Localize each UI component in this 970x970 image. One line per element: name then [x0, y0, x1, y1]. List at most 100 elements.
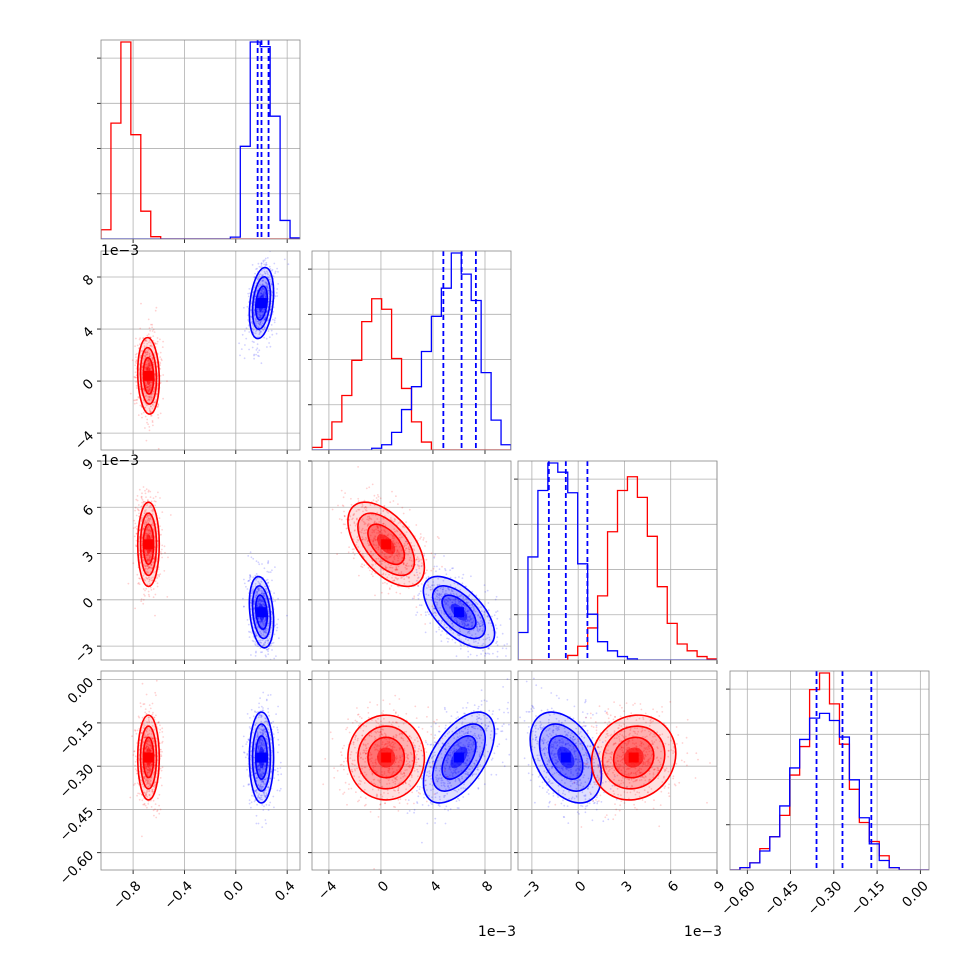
- sample-point: [505, 655, 507, 657]
- sample-point: [147, 529, 150, 531]
- sample-point: [247, 783, 250, 785]
- sample-point: [271, 268, 274, 271]
- sample-point: [342, 523, 345, 526]
- sample-point: [263, 308, 266, 310]
- sample-point: [255, 635, 258, 637]
- sample-point: [483, 614, 485, 616]
- sample-point: [269, 274, 271, 277]
- sample-point: [264, 764, 267, 766]
- sample-point: [277, 751, 279, 754]
- sample-point: [469, 653, 472, 656]
- sample-point: [287, 263, 290, 266]
- sample-point: [151, 356, 154, 359]
- sample-point: [255, 814, 258, 817]
- sample-point: [468, 594, 471, 596]
- sample-point: [151, 510, 154, 513]
- sample-point: [164, 551, 166, 554]
- sample-point: [393, 518, 396, 520]
- sample-point: [395, 545, 398, 548]
- sample-point: [263, 318, 266, 321]
- sample-point: [248, 348, 251, 351]
- sample-point: [376, 526, 379, 529]
- sample-point: [262, 809, 265, 811]
- sample-point: [372, 513, 374, 516]
- sample-point: [147, 333, 150, 336]
- sample-point: [147, 499, 149, 502]
- sample-point: [264, 796, 267, 798]
- sample-point: [141, 505, 144, 508]
- sample-point: [276, 726, 279, 729]
- sample-point: [144, 565, 147, 568]
- sample-point: [147, 348, 150, 351]
- sample-point: [442, 588, 444, 591]
- sample-point: [148, 365, 151, 367]
- sample-point: [255, 318, 257, 321]
- sample-point: [459, 630, 461, 633]
- sample-point: [396, 555, 399, 558]
- sample-point: [383, 555, 386, 558]
- sample-point: [256, 735, 259, 737]
- sample-point: [262, 772, 265, 775]
- sample-point: [263, 630, 266, 633]
- sample-point: [261, 639, 264, 641]
- sample-point: [147, 517, 150, 520]
- sample-point: [438, 596, 440, 599]
- sample-point: [253, 607, 255, 610]
- sample-point: [458, 637, 461, 640]
- sample-point: [466, 602, 469, 605]
- sample-point: [458, 628, 461, 630]
- sample-point: [512, 650, 514, 652]
- sample-point: [267, 289, 269, 292]
- sample-point: [270, 722, 273, 724]
- sample-point: [265, 639, 267, 642]
- sample-point: [162, 736, 165, 738]
- sample-point: [429, 586, 432, 589]
- sample-point: [402, 525, 405, 527]
- sample-point: [261, 289, 263, 292]
- sample-point: [358, 574, 360, 577]
- sample-point: [377, 525, 379, 528]
- sample-point: [384, 581, 386, 584]
- sample-point: [250, 595, 253, 597]
- sample-point: [395, 569, 397, 572]
- sample-point: [447, 597, 450, 600]
- sample-point: [428, 613, 430, 616]
- sample-point: [148, 532, 151, 534]
- sample-point: [368, 515, 371, 518]
- sample-point: [259, 321, 262, 324]
- sample-point: [438, 598, 441, 601]
- sample-point: [361, 527, 364, 530]
- sample-point: [135, 359, 138, 361]
- sample-point: [476, 603, 479, 605]
- sample-point: [486, 615, 489, 617]
- sample-point: [163, 570, 166, 572]
- sample-point: [247, 292, 250, 295]
- sample-point: [396, 549, 399, 552]
- sample-point: [151, 330, 154, 332]
- sample-point: [144, 579, 147, 582]
- sample-point: [472, 620, 475, 622]
- sample-point: [448, 627, 451, 630]
- sample-point: [138, 338, 141, 341]
- sample-point: [267, 562, 269, 565]
- sample-point: [257, 743, 260, 745]
- sample-point: [373, 544, 376, 546]
- sample-point: [255, 579, 257, 581]
- sample-point: [269, 309, 272, 312]
- sample-point: [417, 560, 420, 563]
- sample-point: [154, 401, 157, 403]
- sample-point: [258, 598, 261, 600]
- sample-point: [434, 591, 437, 594]
- sample-point: [149, 555, 151, 557]
- sample-point: [436, 583, 439, 586]
- sample-point: [149, 367, 152, 369]
- sample-point: [156, 340, 159, 343]
- sample-point: [406, 565, 408, 568]
- sample-point: [254, 643, 256, 645]
- sample-point: [260, 737, 262, 739]
- sample-point: [496, 636, 499, 639]
- sample-point: [438, 593, 441, 595]
- sample-point: [150, 394, 152, 396]
- sample-point: [257, 600, 259, 602]
- sample-point: [150, 397, 153, 400]
